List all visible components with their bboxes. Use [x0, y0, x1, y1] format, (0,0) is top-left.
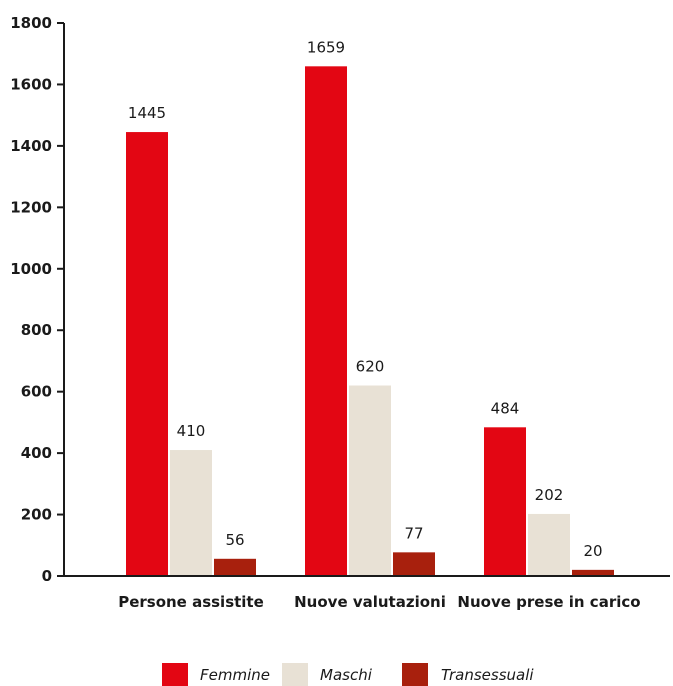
- legend-swatch-femmine: [162, 663, 188, 686]
- data-label: 1445: [128, 104, 166, 122]
- legend-swatch-transessuali: [402, 663, 428, 686]
- legend-swatch-maschi: [282, 663, 308, 686]
- y-tick-label: 600: [21, 383, 52, 401]
- data-label: 1659: [307, 38, 345, 56]
- bars: [126, 66, 614, 577]
- data-label: 410: [177, 422, 206, 440]
- y-tick-label: 200: [21, 506, 52, 524]
- legend-label-femmine: Femmine: [200, 666, 270, 684]
- data-label: 20: [583, 542, 602, 560]
- bar-femmine: [126, 132, 168, 576]
- category-labels: Persone assistite Nuove valutazioni Nuove …: [118, 593, 640, 611]
- y-axis-ticks: 0 200 400 600 800 1000 1200 1400 1600 1800: [10, 14, 64, 585]
- bar-transessuali: [393, 552, 435, 576]
- y-tick-label: 1200: [10, 198, 52, 216]
- y-tick-label: 0: [42, 567, 52, 585]
- data-label: 620: [356, 358, 385, 376]
- y-tick-label: 800: [21, 321, 52, 339]
- bar-femmine: [484, 427, 526, 576]
- legend-label-transessuali: Transessuali: [441, 666, 534, 684]
- data-label: 56: [225, 531, 244, 549]
- category-label: Nuove prese in carico: [457, 593, 640, 611]
- bar-maschi: [170, 450, 212, 576]
- data-label: 77: [404, 524, 423, 542]
- y-tick-label: 1600: [10, 75, 52, 93]
- data-label: 202: [535, 486, 564, 504]
- y-tick-label: 400: [21, 444, 52, 462]
- legend: Femmine Maschi Transessuali: [162, 663, 534, 686]
- bar-maschi: [528, 513, 570, 576]
- bar-femmine: [305, 66, 347, 577]
- bar-transessuali: [214, 558, 256, 576]
- legend-label-maschi: Maschi: [320, 666, 373, 684]
- bar-transessuali: [572, 569, 614, 576]
- category-label: Persone assistite: [118, 593, 264, 611]
- data-labels: 1445 410 56 1659 620 77 484 202 20: [128, 38, 603, 560]
- y-tick-label: 1400: [10, 137, 52, 155]
- y-tick-label: 1000: [10, 260, 52, 278]
- data-label: 484: [491, 399, 520, 417]
- category-label: Nuove valutazioni: [294, 593, 446, 611]
- y-tick-label: 1800: [10, 14, 52, 32]
- bar-maschi: [349, 385, 391, 576]
